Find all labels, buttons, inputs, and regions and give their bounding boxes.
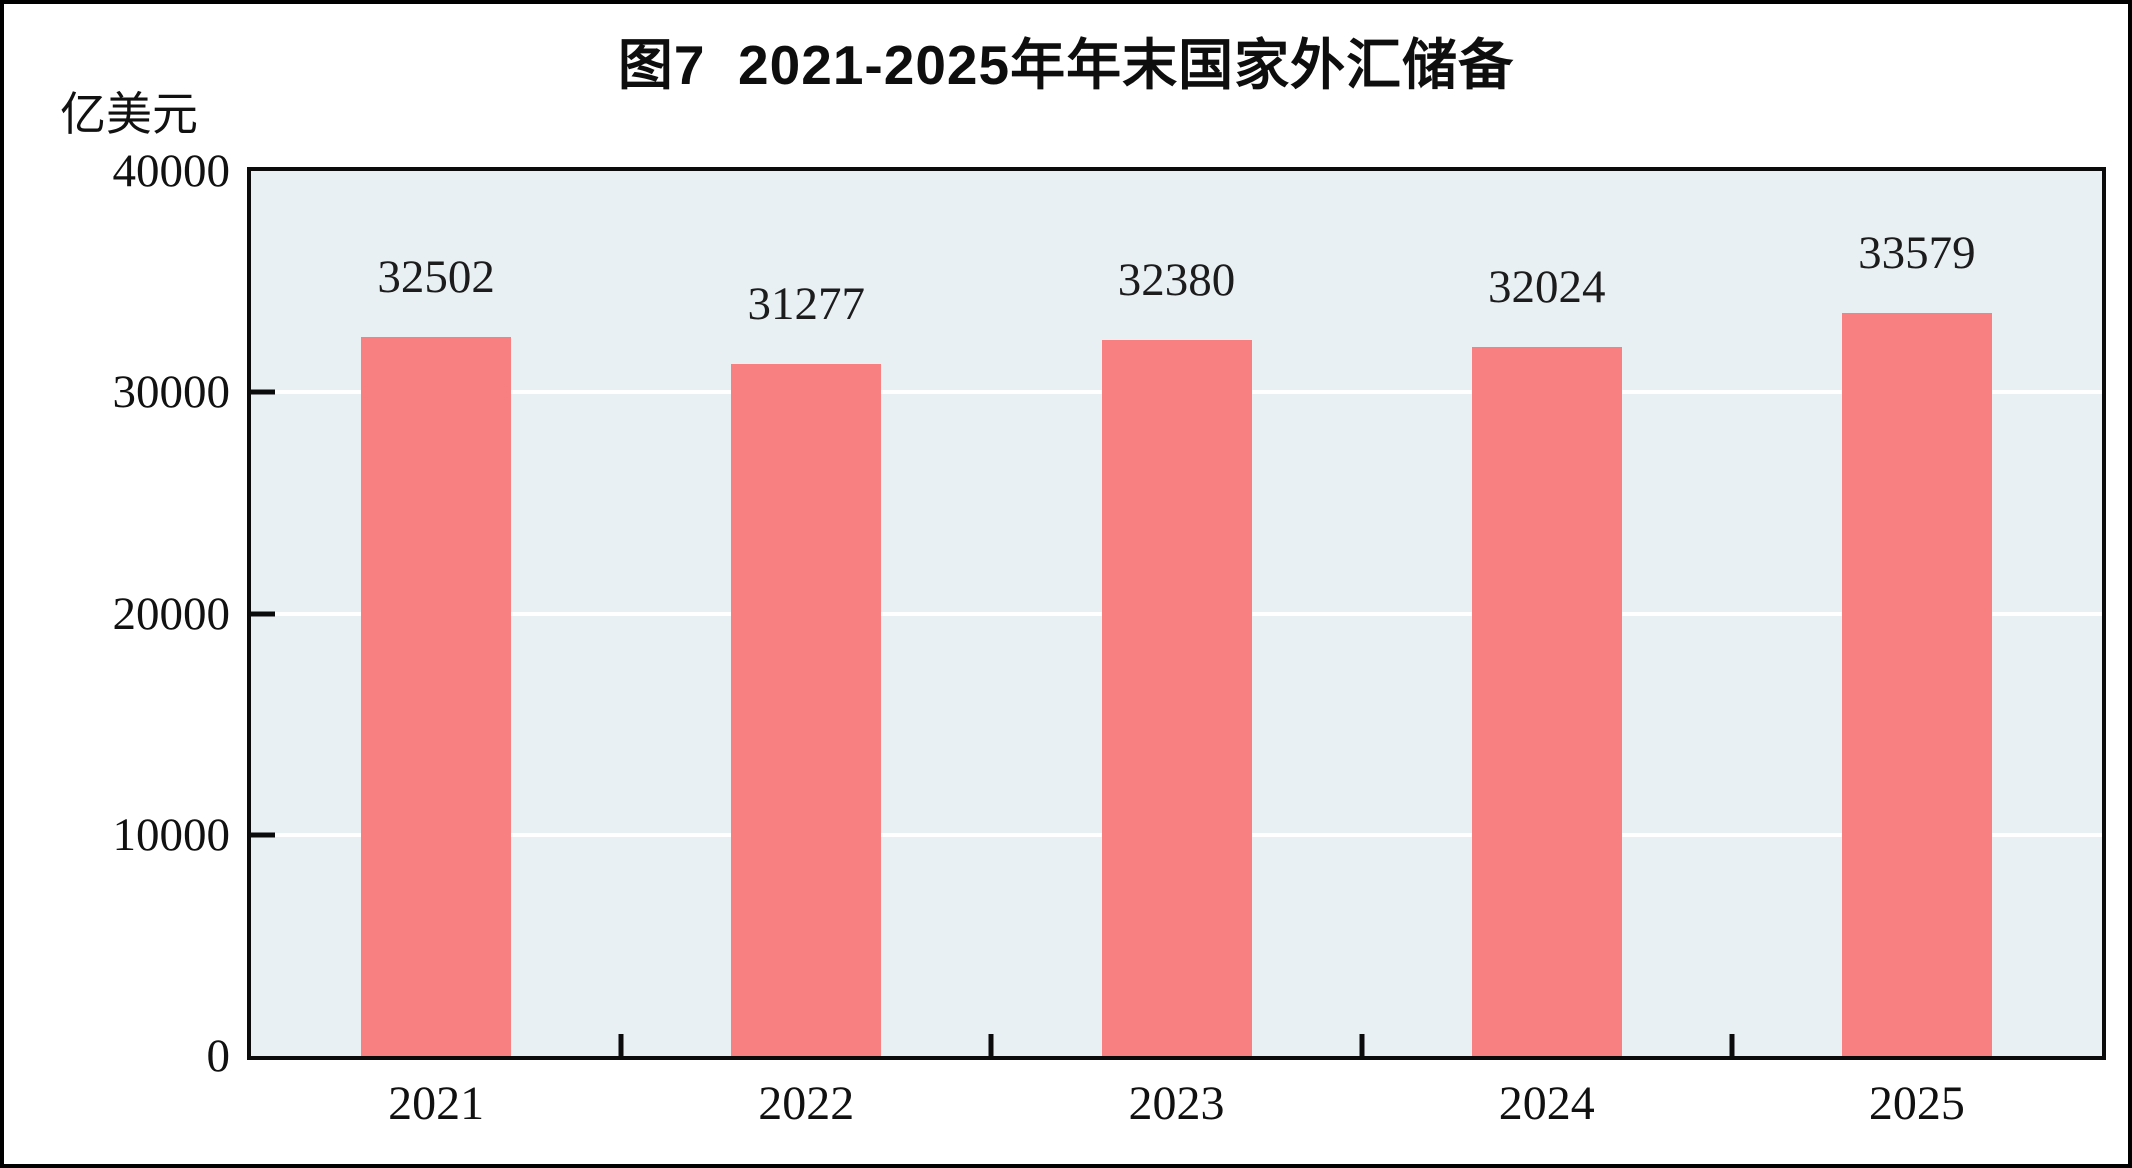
bar-value-label-2025: 33579 <box>1858 227 1976 280</box>
y-tick-label-40000: 40000 <box>112 145 231 197</box>
x-axis-tick-labels: 2021 2022 2023 2024 2025 <box>251 1076 2102 1131</box>
bar-2021 <box>361 336 512 1056</box>
bar-value-label-2022: 31277 <box>747 278 866 330</box>
x-tick-label-2024: 2024 <box>1498 1077 1595 1130</box>
x-tick-mark-1 <box>618 1034 624 1056</box>
bar-2023 <box>1101 339 1252 1056</box>
x-tick-label-2021: 2021 <box>388 1077 485 1130</box>
bar-value-label-2024: 32024 <box>1487 261 1606 314</box>
x-tick-mark-3 <box>1359 1034 1365 1056</box>
y-tick-label-10000: 10000 <box>112 808 231 861</box>
x-tick-label-2022: 2022 <box>758 1077 855 1130</box>
y-tick-mark-20000 <box>251 611 275 616</box>
bar-value-label-2023: 32380 <box>1117 253 1236 306</box>
bar-value-label-2021: 32502 <box>377 250 495 303</box>
bar-2024 <box>1471 347 1622 1056</box>
x-tick-label-2023: 2023 <box>1128 1077 1225 1130</box>
y-tick-label-30000: 30000 <box>112 366 231 419</box>
y-tick-mark-30000 <box>251 389 275 395</box>
bar-2022 <box>731 364 882 1056</box>
x-tick-mark-4 <box>1729 1034 1735 1056</box>
x-tick-label-2025: 2025 <box>1868 1077 1965 1130</box>
y-tick-mark-10000 <box>251 832 275 838</box>
plot-inner: 32502 31277 32380 32024 33579 <box>251 171 2102 1056</box>
y-tick-label-0: 0 <box>206 1030 231 1082</box>
chart-title: 图7 2021-2025年年末国家外汇储备 <box>617 34 1515 96</box>
bar-2025 <box>1841 313 1992 1056</box>
y-axis-unit-label: 亿美元 <box>60 89 198 140</box>
x-tick-mark-2 <box>988 1034 994 1056</box>
plot-area: 32502 31277 32380 32024 33579 <box>247 167 2106 1060</box>
y-tick-label-20000: 20000 <box>112 587 231 640</box>
